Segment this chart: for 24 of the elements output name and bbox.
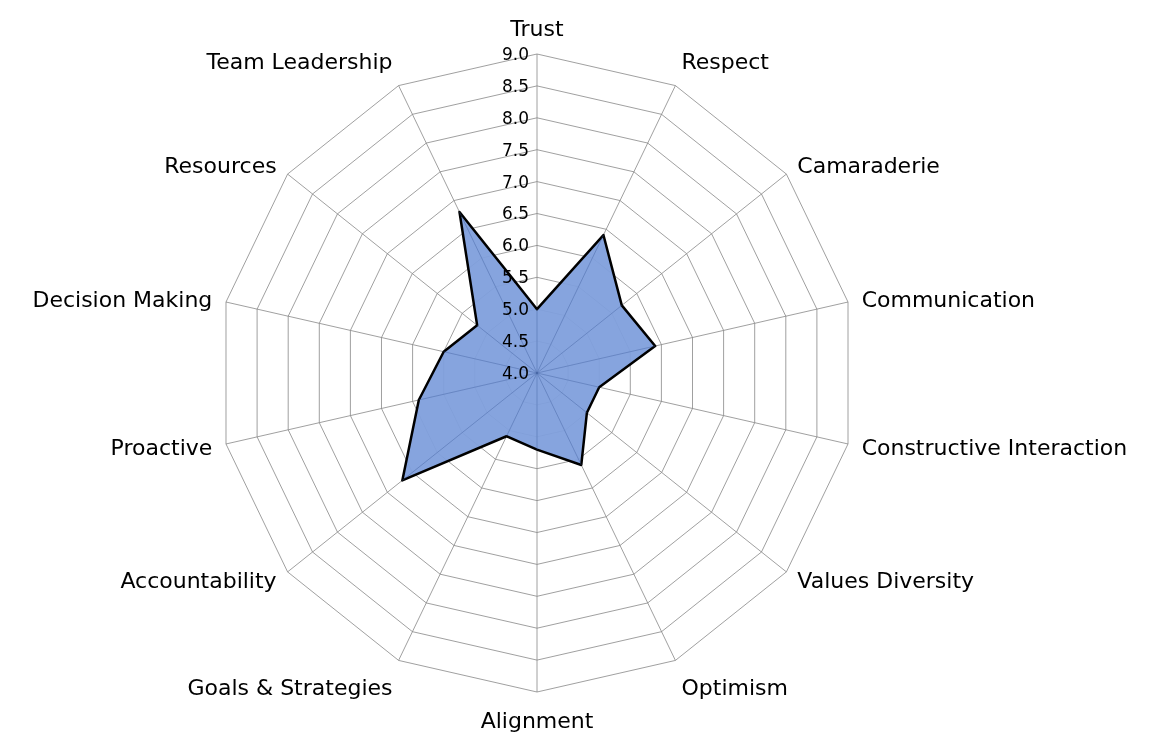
spoke-label: Resources — [164, 153, 277, 179]
spoke-label: Decision Making — [32, 286, 213, 312]
spoke-label: Camaraderie — [797, 153, 940, 179]
y-tick-label: 6.5 — [501, 203, 529, 224]
spoke-label: Respect — [681, 48, 770, 74]
spoke-label: Goals & Strategies — [187, 675, 393, 701]
y-tick-label: 6.0 — [501, 235, 529, 256]
spoke-label: Communication — [861, 286, 1036, 312]
y-tick-label: 8.0 — [501, 107, 529, 128]
spoke-label: Proactive — [110, 434, 213, 460]
y-tick-label: 7.0 — [501, 171, 529, 192]
y-tick-label: 5.0 — [501, 299, 529, 320]
spoke-label: Constructive Interaction — [861, 434, 1128, 460]
spoke-label: Optimism — [681, 675, 788, 701]
y-tick-label: 4.5 — [501, 331, 529, 352]
spoke-label: Team Leadership — [205, 48, 393, 74]
spoke-label: Alignment — [480, 708, 594, 733]
spoke-label: Accountability — [120, 568, 277, 594]
y-tick-label: 9.0 — [501, 43, 529, 64]
spoke-label: Values Diversity — [797, 568, 975, 594]
y-tick-label: 7.5 — [501, 139, 529, 160]
y-tick-label: 4.0 — [501, 362, 529, 383]
spoke-label: Trust — [509, 15, 565, 41]
y-tick-label: 8.5 — [501, 75, 529, 96]
